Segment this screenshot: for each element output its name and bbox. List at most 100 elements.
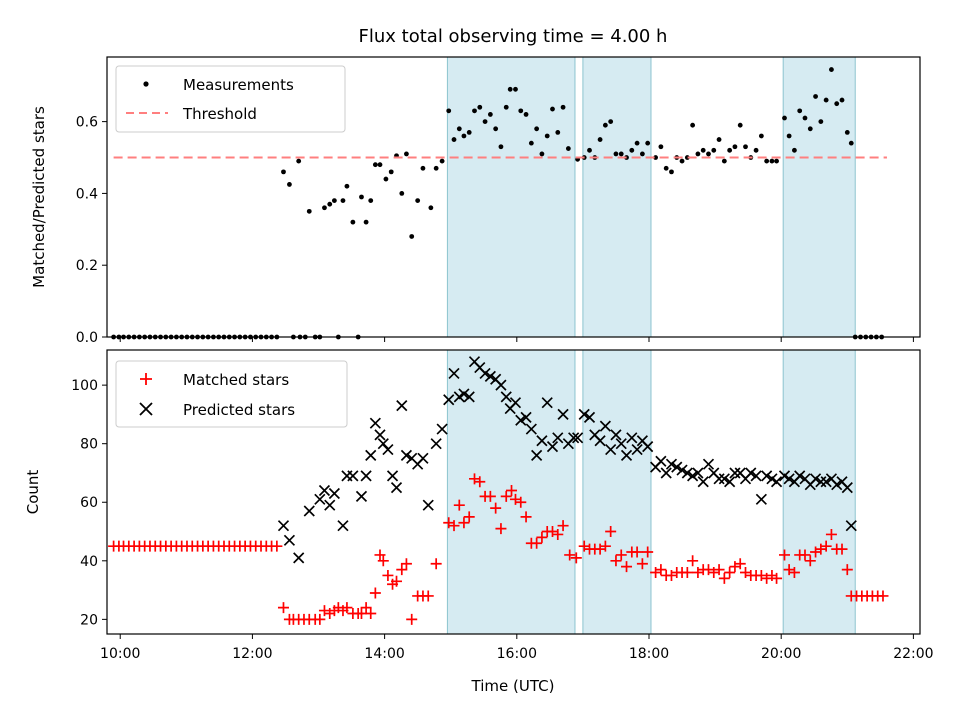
matched-star-point xyxy=(564,549,576,561)
measurement-point xyxy=(721,158,727,164)
matched-star-point xyxy=(740,567,752,579)
measurement-point xyxy=(518,108,524,114)
x-tick-label: 22:00 xyxy=(893,646,933,662)
measurement-point xyxy=(456,126,462,132)
matched-star-point xyxy=(552,528,564,540)
predicted-star-point xyxy=(417,452,429,464)
measurement-point xyxy=(487,112,493,117)
matched-star-point xyxy=(474,476,486,488)
predicted-star-point xyxy=(531,449,543,462)
predicted-star-point xyxy=(831,479,843,491)
measurement-point xyxy=(764,158,770,164)
predicted-star-point xyxy=(396,400,408,412)
top-panel: 0.0 0.2 0.4 0.6 Matched/Predicted stars Mea… xyxy=(30,56,921,346)
matched-star-point xyxy=(681,567,693,579)
legend-threshold-label: Threshold xyxy=(182,105,257,123)
measurement-point xyxy=(550,106,555,112)
y-tick-label: 20 xyxy=(80,612,98,628)
matched-star-point xyxy=(631,546,643,558)
matched-star-point xyxy=(377,555,389,567)
matched-star-point xyxy=(655,564,667,576)
predicted-star-point xyxy=(463,391,475,403)
measurement-point xyxy=(716,137,722,142)
matched-star-point xyxy=(500,490,512,502)
legend-measurements-marker xyxy=(143,81,149,87)
matched-star-point xyxy=(365,608,377,620)
predicted-star-point xyxy=(479,367,491,380)
measurement-point xyxy=(613,151,619,157)
measurement-point xyxy=(645,140,651,146)
matched-star-point xyxy=(453,499,465,511)
measurement-point xyxy=(461,133,467,139)
top-legend-box xyxy=(115,65,346,133)
shaded-interval xyxy=(782,56,856,338)
measurement-point xyxy=(482,119,488,125)
shaded-interval xyxy=(446,56,576,338)
predicted-star-point xyxy=(360,470,372,482)
y-tick-label: 0.2 xyxy=(76,258,98,274)
measurement-point xyxy=(587,147,592,153)
bottom-legend-box xyxy=(115,360,348,428)
matched-star-point xyxy=(490,502,502,514)
x-tick-label: 18:00 xyxy=(629,646,669,662)
matched-star-point xyxy=(495,523,507,535)
measurement-point xyxy=(466,129,472,135)
matched-star-point xyxy=(463,511,475,523)
predicted-star-point xyxy=(631,443,643,456)
y-tick-label: 0.4 xyxy=(76,186,98,202)
predicted-star-point xyxy=(347,470,359,482)
measurement-point xyxy=(823,97,829,103)
matched-star-point xyxy=(841,564,853,576)
measurement-point xyxy=(792,147,797,153)
predicted-star-point xyxy=(605,443,617,456)
measurement-point xyxy=(807,126,813,132)
measurement-point xyxy=(618,151,624,157)
predicted-star-point xyxy=(458,388,470,400)
bottom-plot-frame xyxy=(106,349,921,635)
measurement-point xyxy=(684,155,690,160)
bottom-panel: 20 40 60 80 100 10:00 12:00 14:00 16:00 18:00 20:… xyxy=(24,349,934,695)
matched-star-point xyxy=(430,558,442,570)
predicted-star-point xyxy=(697,476,709,488)
predicted-star-point xyxy=(400,449,413,462)
matched-star-point xyxy=(531,537,543,549)
measurement-point xyxy=(706,151,711,157)
measurement-point xyxy=(629,147,635,153)
measurement-point xyxy=(306,208,312,214)
measurement-point xyxy=(296,158,302,164)
y-tick-label: 40 xyxy=(80,554,98,570)
predicted-star-point xyxy=(318,484,331,497)
measurement-point xyxy=(560,104,566,110)
matched-star-point xyxy=(708,567,720,579)
predicted-star-point xyxy=(724,476,736,488)
y-tick-label: 0.0 xyxy=(76,330,98,346)
matched-star-point xyxy=(360,602,372,614)
matched-star-point xyxy=(400,558,412,570)
matched-star-point xyxy=(642,546,654,558)
x-tick-label: 16:00 xyxy=(497,646,537,662)
predicted-star-point xyxy=(610,429,622,441)
matched-star-point xyxy=(729,561,741,573)
measurement-point xyxy=(813,94,818,99)
matched-star-point xyxy=(448,520,460,532)
measurement-point xyxy=(439,158,445,164)
matched-star-point xyxy=(877,590,889,602)
predicted-star-point xyxy=(443,394,455,406)
predicted-star-point xyxy=(520,411,532,423)
predicted-star-point xyxy=(761,470,773,482)
predicted-star-point xyxy=(337,520,349,532)
predicted-star-point xyxy=(676,464,688,476)
predicted-star-point xyxy=(713,473,725,485)
predicted-star-point xyxy=(382,443,394,456)
predicted-star-point xyxy=(750,470,762,482)
measurement-point xyxy=(446,108,452,114)
matched-star-point xyxy=(605,526,617,538)
top-y-ticks: 0.0 0.2 0.4 0.6 xyxy=(76,115,107,346)
bottom-legend: Matched stars Predicted stars xyxy=(115,360,348,428)
measurement-point xyxy=(344,183,350,189)
measurement-point xyxy=(844,129,850,135)
predicted-star-point xyxy=(615,438,627,450)
measurement-point xyxy=(669,169,674,175)
x-axis-label: Time (UTC) xyxy=(471,677,555,695)
top-legend: Measurements Threshold xyxy=(115,65,346,133)
